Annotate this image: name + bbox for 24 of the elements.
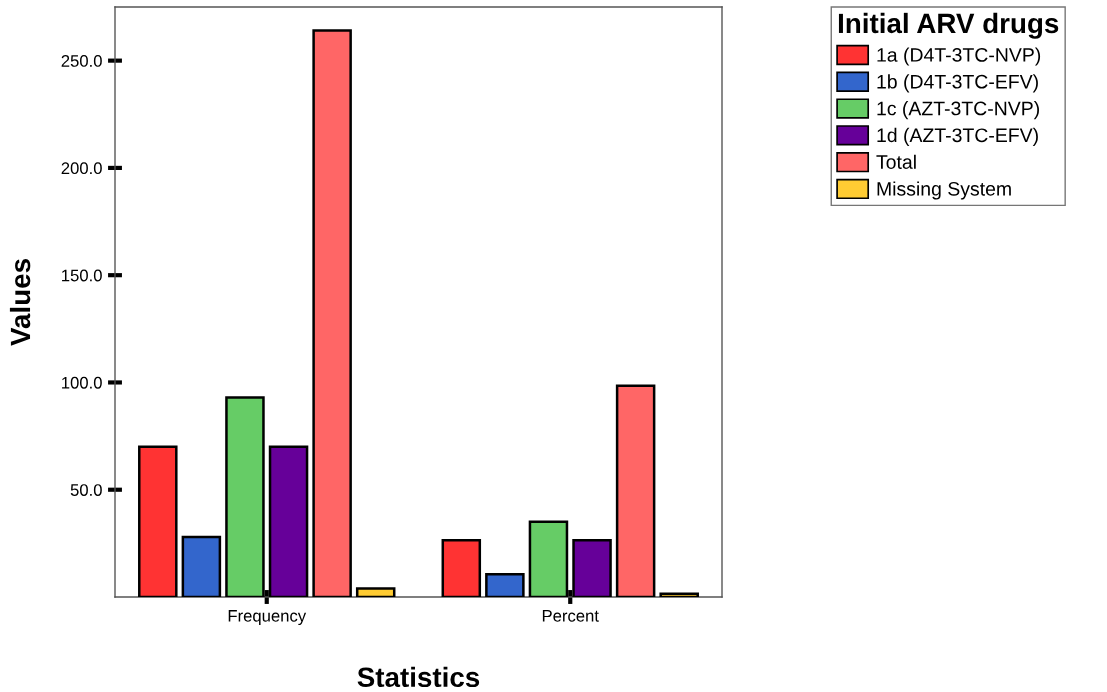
- legend-label: Missing System: [877, 181, 1011, 200]
- y-tick-label: 150.0: [62, 269, 102, 282]
- bar: [312, 29, 352, 597]
- legend-label: 1b (D4T-3TC-EFV): [877, 74, 1038, 93]
- bar: [485, 573, 525, 597]
- x-tick-label: Frequency: [228, 610, 307, 626]
- x-tick-label: Percent: [542, 610, 599, 622]
- bar: [441, 539, 482, 597]
- legend-label: 1a (D4T-3TC-NVP): [877, 47, 1041, 66]
- bar: [355, 587, 396, 597]
- legend-label: Total: [876, 154, 916, 169]
- x-axis-title: Statistics: [357, 666, 480, 688]
- legend-title: Initial ARV drugs: [838, 12, 1059, 39]
- legend-label: 1c (AZT-3TC-NVP): [877, 101, 1039, 120]
- y-tick-label: 100.0: [62, 376, 102, 389]
- y-tick-label: 50.0: [70, 484, 102, 496]
- bar: [181, 535, 222, 597]
- bar: [659, 592, 699, 597]
- bar: [138, 445, 178, 597]
- y-tick-label: 200.0: [61, 162, 102, 175]
- bar: [615, 384, 656, 597]
- legend-label: 1d (AZT-3TC-EFV): [877, 127, 1038, 146]
- y-tick-label: 250.0: [61, 55, 102, 67]
- y-axis-title: Values: [9, 259, 31, 346]
